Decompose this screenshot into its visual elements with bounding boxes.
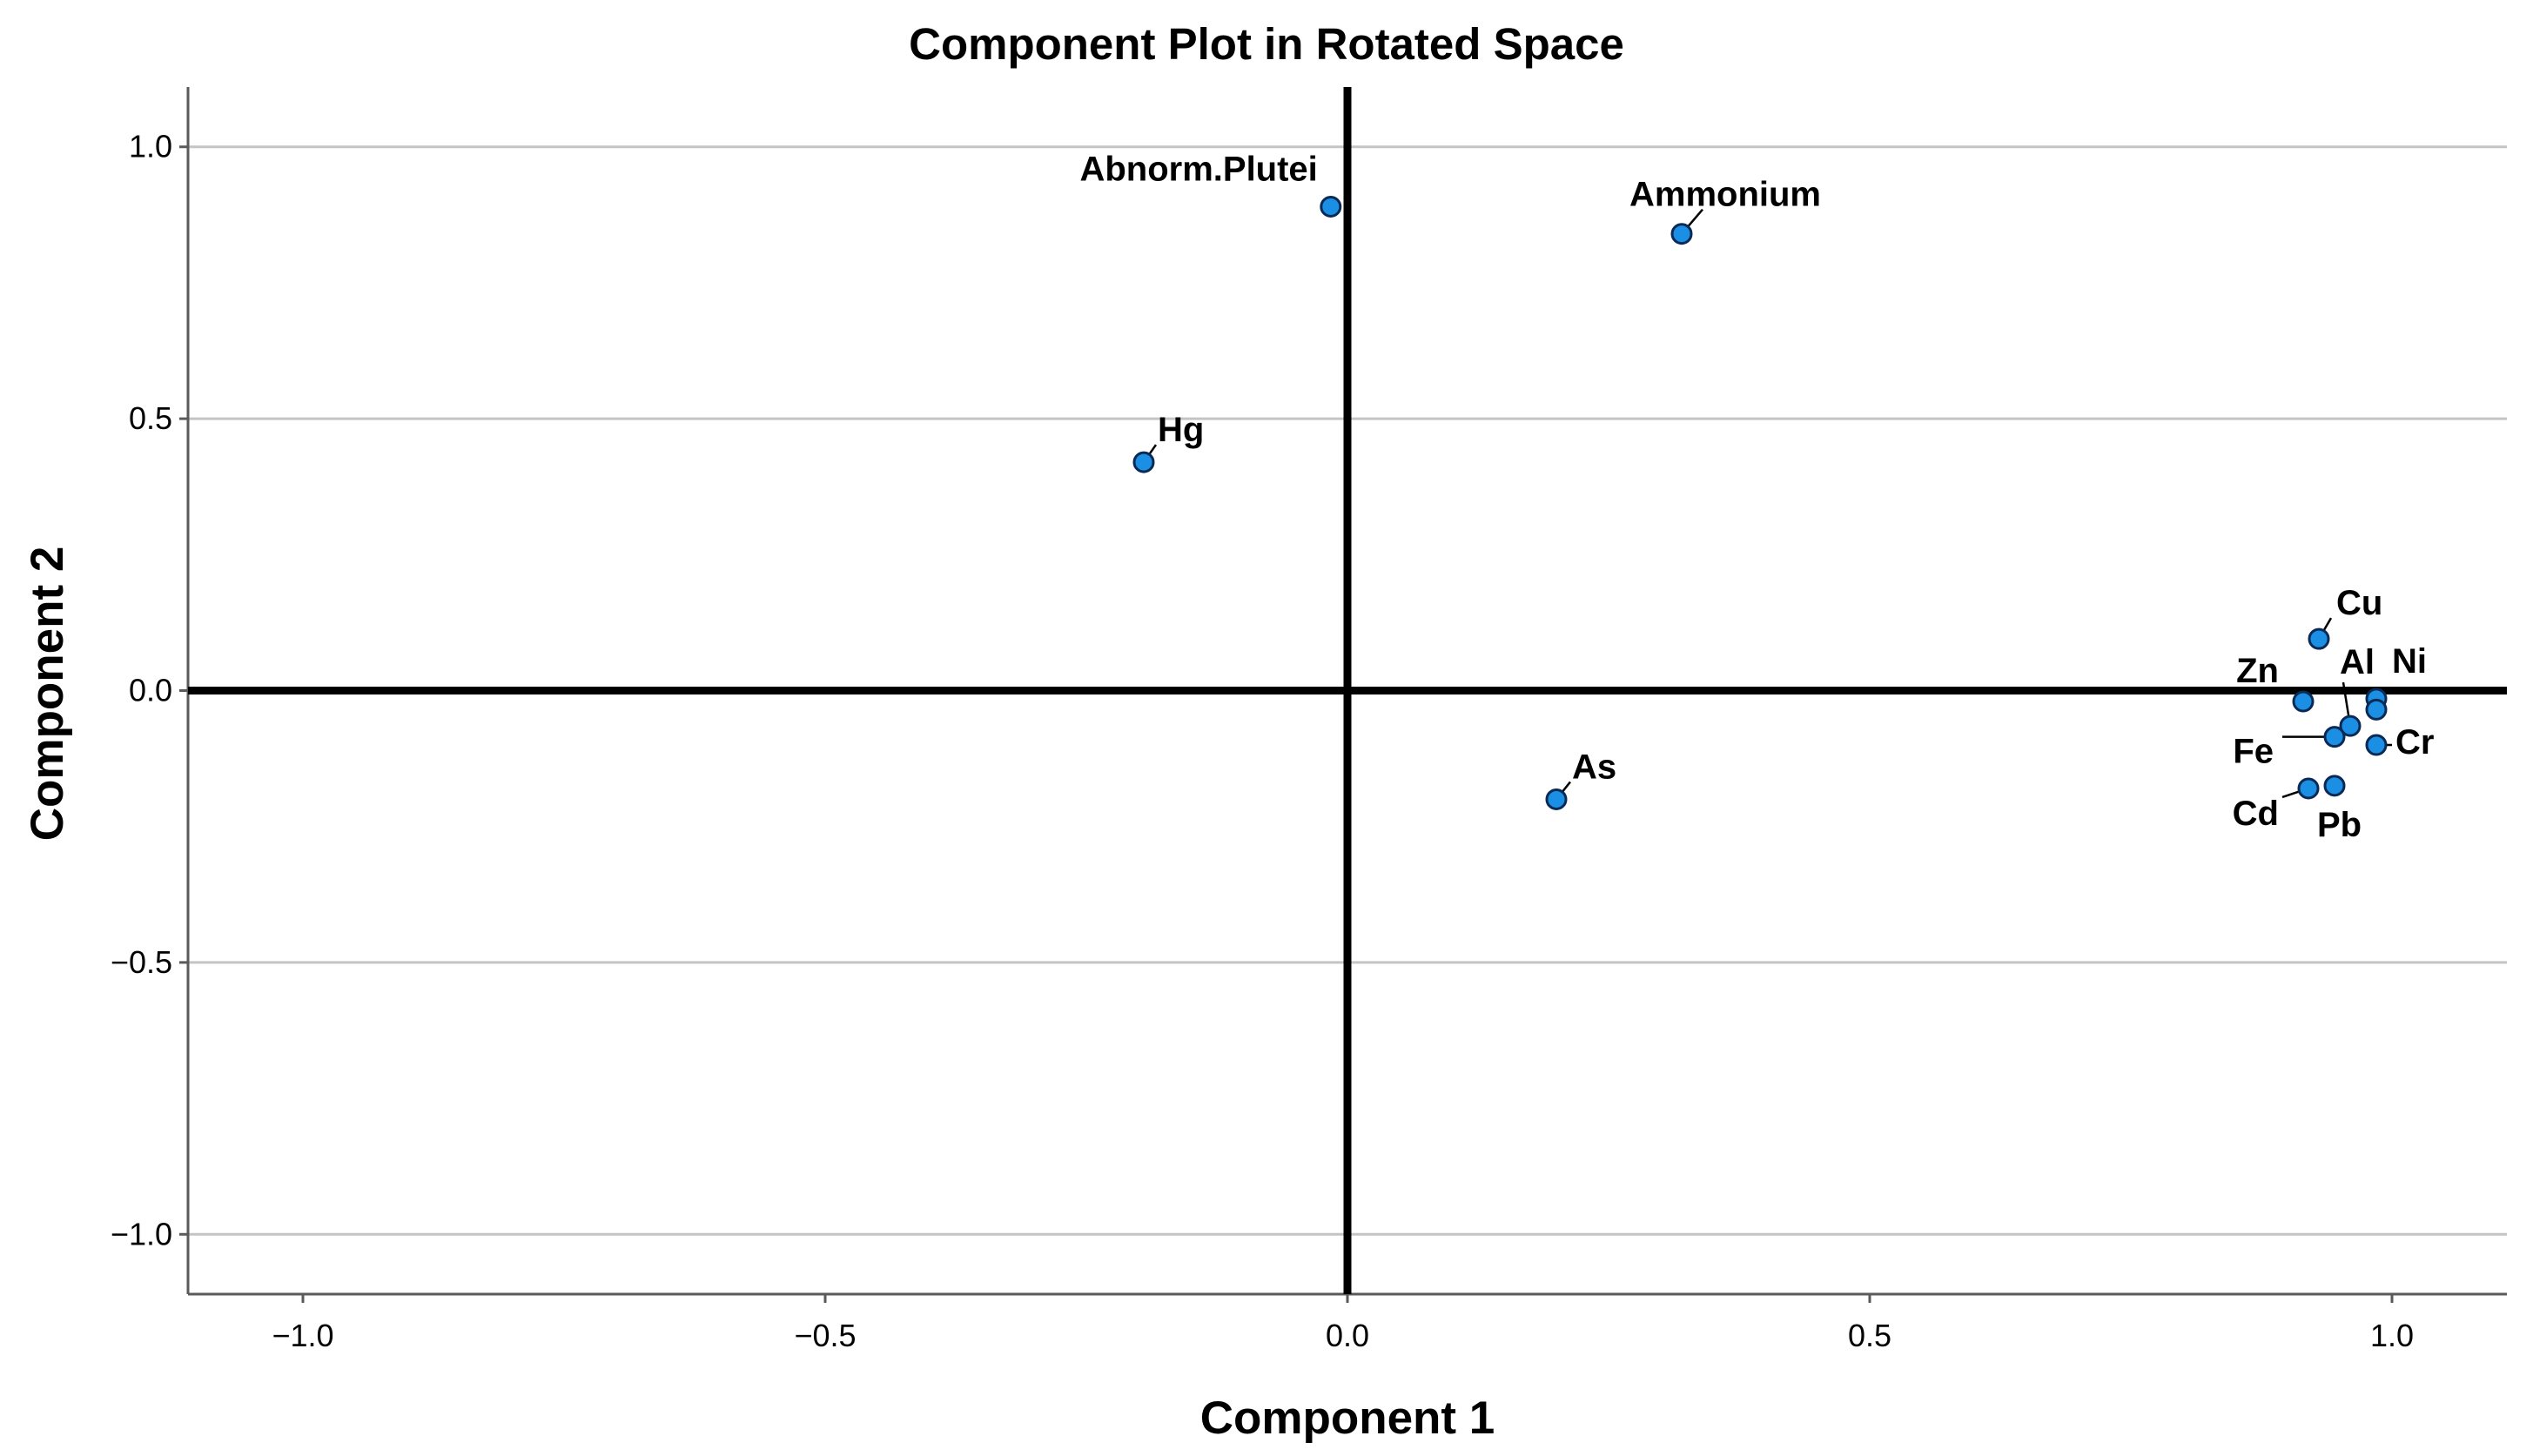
data-point: [2323, 775, 2346, 797]
point-labels: Abnorm.Plutei Ammonium Hg As Cu Zn Al Ni Fe Cr Cd P…: [1079, 150, 2434, 843]
point-label: Al: [2340, 643, 2375, 681]
x-tick-labels: −1.0 −0.5 0.0 0.5 1.0: [272, 1318, 2414, 1353]
y-tick-label: 0.0: [129, 673, 172, 708]
point-label: Pb: [2317, 806, 2362, 844]
data-point: [2323, 726, 2346, 748]
y-tick-label: −1.0: [111, 1216, 172, 1251]
x-tick-label: 1.0: [2370, 1318, 2414, 1353]
point-label: Abnorm.Plutei: [1079, 150, 1317, 188]
chart-title: Component Plot in Rotated Space: [909, 19, 1624, 69]
point-label: Cr: [2395, 723, 2434, 762]
point-label: Ni: [2392, 642, 2427, 681]
reference-lines: [188, 87, 2507, 1294]
data-points: [1132, 195, 2388, 810]
y-tick-label: 1.0: [129, 129, 172, 164]
point-label: Ammonium: [1629, 176, 1821, 214]
x-tick-label: −0.5: [794, 1318, 856, 1353]
data-point: [2292, 690, 2315, 713]
y-tick-labels: 1.0 0.5 0.0 −0.5 −1.0: [111, 129, 172, 1252]
data-point: [2308, 627, 2330, 650]
point-label: Hg: [1158, 411, 1204, 449]
data-point: [2365, 734, 2388, 756]
data-point: [2365, 698, 2388, 721]
y-axis-label: Component 2: [22, 547, 73, 842]
data-point: [1670, 223, 1693, 245]
x-tick-label: 0.5: [1848, 1318, 1891, 1353]
point-label: Cd: [2233, 795, 2279, 833]
y-tick-label: −0.5: [111, 944, 172, 980]
x-tick-label: −1.0: [272, 1318, 333, 1353]
y-tick-label: 0.5: [129, 400, 172, 436]
data-point: [2297, 777, 2320, 800]
x-tick-label: 0.0: [1326, 1318, 1369, 1353]
point-label: As: [1572, 748, 1616, 786]
point-label: Cu: [2336, 584, 2382, 622]
x-axis-label: Component 1: [1200, 1392, 1495, 1444]
point-label: Zn: [2236, 652, 2279, 690]
data-point: [2339, 715, 2362, 737]
point-label: Fe: [2233, 733, 2274, 771]
data-point: [1545, 788, 1568, 810]
data-point: [1320, 195, 1342, 218]
data-point: [1132, 451, 1155, 473]
